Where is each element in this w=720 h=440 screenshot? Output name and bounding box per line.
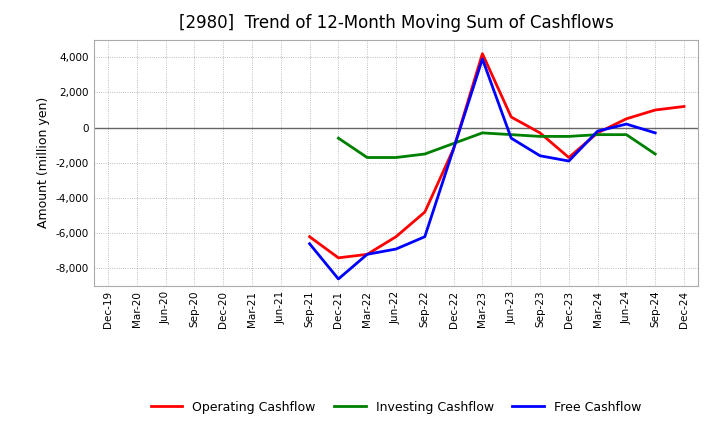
- Legend: Operating Cashflow, Investing Cashflow, Free Cashflow: Operating Cashflow, Investing Cashflow, …: [146, 396, 646, 419]
- Investing Cashflow: [536, 134, 544, 139]
- Operating Cashflow: [593, 130, 602, 136]
- Free Cashflow: [593, 128, 602, 134]
- Line: Investing Cashflow: Investing Cashflow: [338, 133, 655, 158]
- Free Cashflow: [536, 153, 544, 158]
- Title: [2980]  Trend of 12-Month Moving Sum of Cashflows: [2980] Trend of 12-Month Moving Sum of C…: [179, 15, 613, 33]
- Operating Cashflow: [420, 209, 429, 215]
- Free Cashflow: [392, 246, 400, 252]
- Investing Cashflow: [392, 155, 400, 160]
- Investing Cashflow: [363, 155, 372, 160]
- Investing Cashflow: [449, 141, 458, 146]
- Investing Cashflow: [420, 151, 429, 157]
- Line: Operating Cashflow: Operating Cashflow: [310, 54, 684, 258]
- Operating Cashflow: [564, 155, 573, 160]
- Operating Cashflow: [680, 104, 688, 109]
- Investing Cashflow: [564, 134, 573, 139]
- Operating Cashflow: [651, 107, 660, 113]
- Operating Cashflow: [334, 255, 343, 260]
- Free Cashflow: [507, 136, 516, 141]
- Free Cashflow: [449, 146, 458, 151]
- Free Cashflow: [420, 234, 429, 239]
- Free Cashflow: [564, 158, 573, 164]
- Investing Cashflow: [334, 136, 343, 141]
- Y-axis label: Amount (million yen): Amount (million yen): [37, 97, 50, 228]
- Investing Cashflow: [593, 132, 602, 137]
- Operating Cashflow: [536, 130, 544, 136]
- Investing Cashflow: [651, 151, 660, 157]
- Operating Cashflow: [478, 51, 487, 56]
- Operating Cashflow: [305, 234, 314, 239]
- Operating Cashflow: [363, 252, 372, 257]
- Operating Cashflow: [392, 234, 400, 239]
- Free Cashflow: [363, 252, 372, 257]
- Free Cashflow: [334, 276, 343, 282]
- Operating Cashflow: [507, 114, 516, 120]
- Investing Cashflow: [478, 130, 487, 136]
- Investing Cashflow: [622, 132, 631, 137]
- Free Cashflow: [622, 121, 631, 127]
- Line: Free Cashflow: Free Cashflow: [310, 59, 655, 279]
- Operating Cashflow: [449, 146, 458, 151]
- Free Cashflow: [305, 241, 314, 246]
- Free Cashflow: [651, 130, 660, 136]
- Free Cashflow: [478, 56, 487, 62]
- Operating Cashflow: [622, 116, 631, 121]
- Investing Cashflow: [507, 132, 516, 137]
